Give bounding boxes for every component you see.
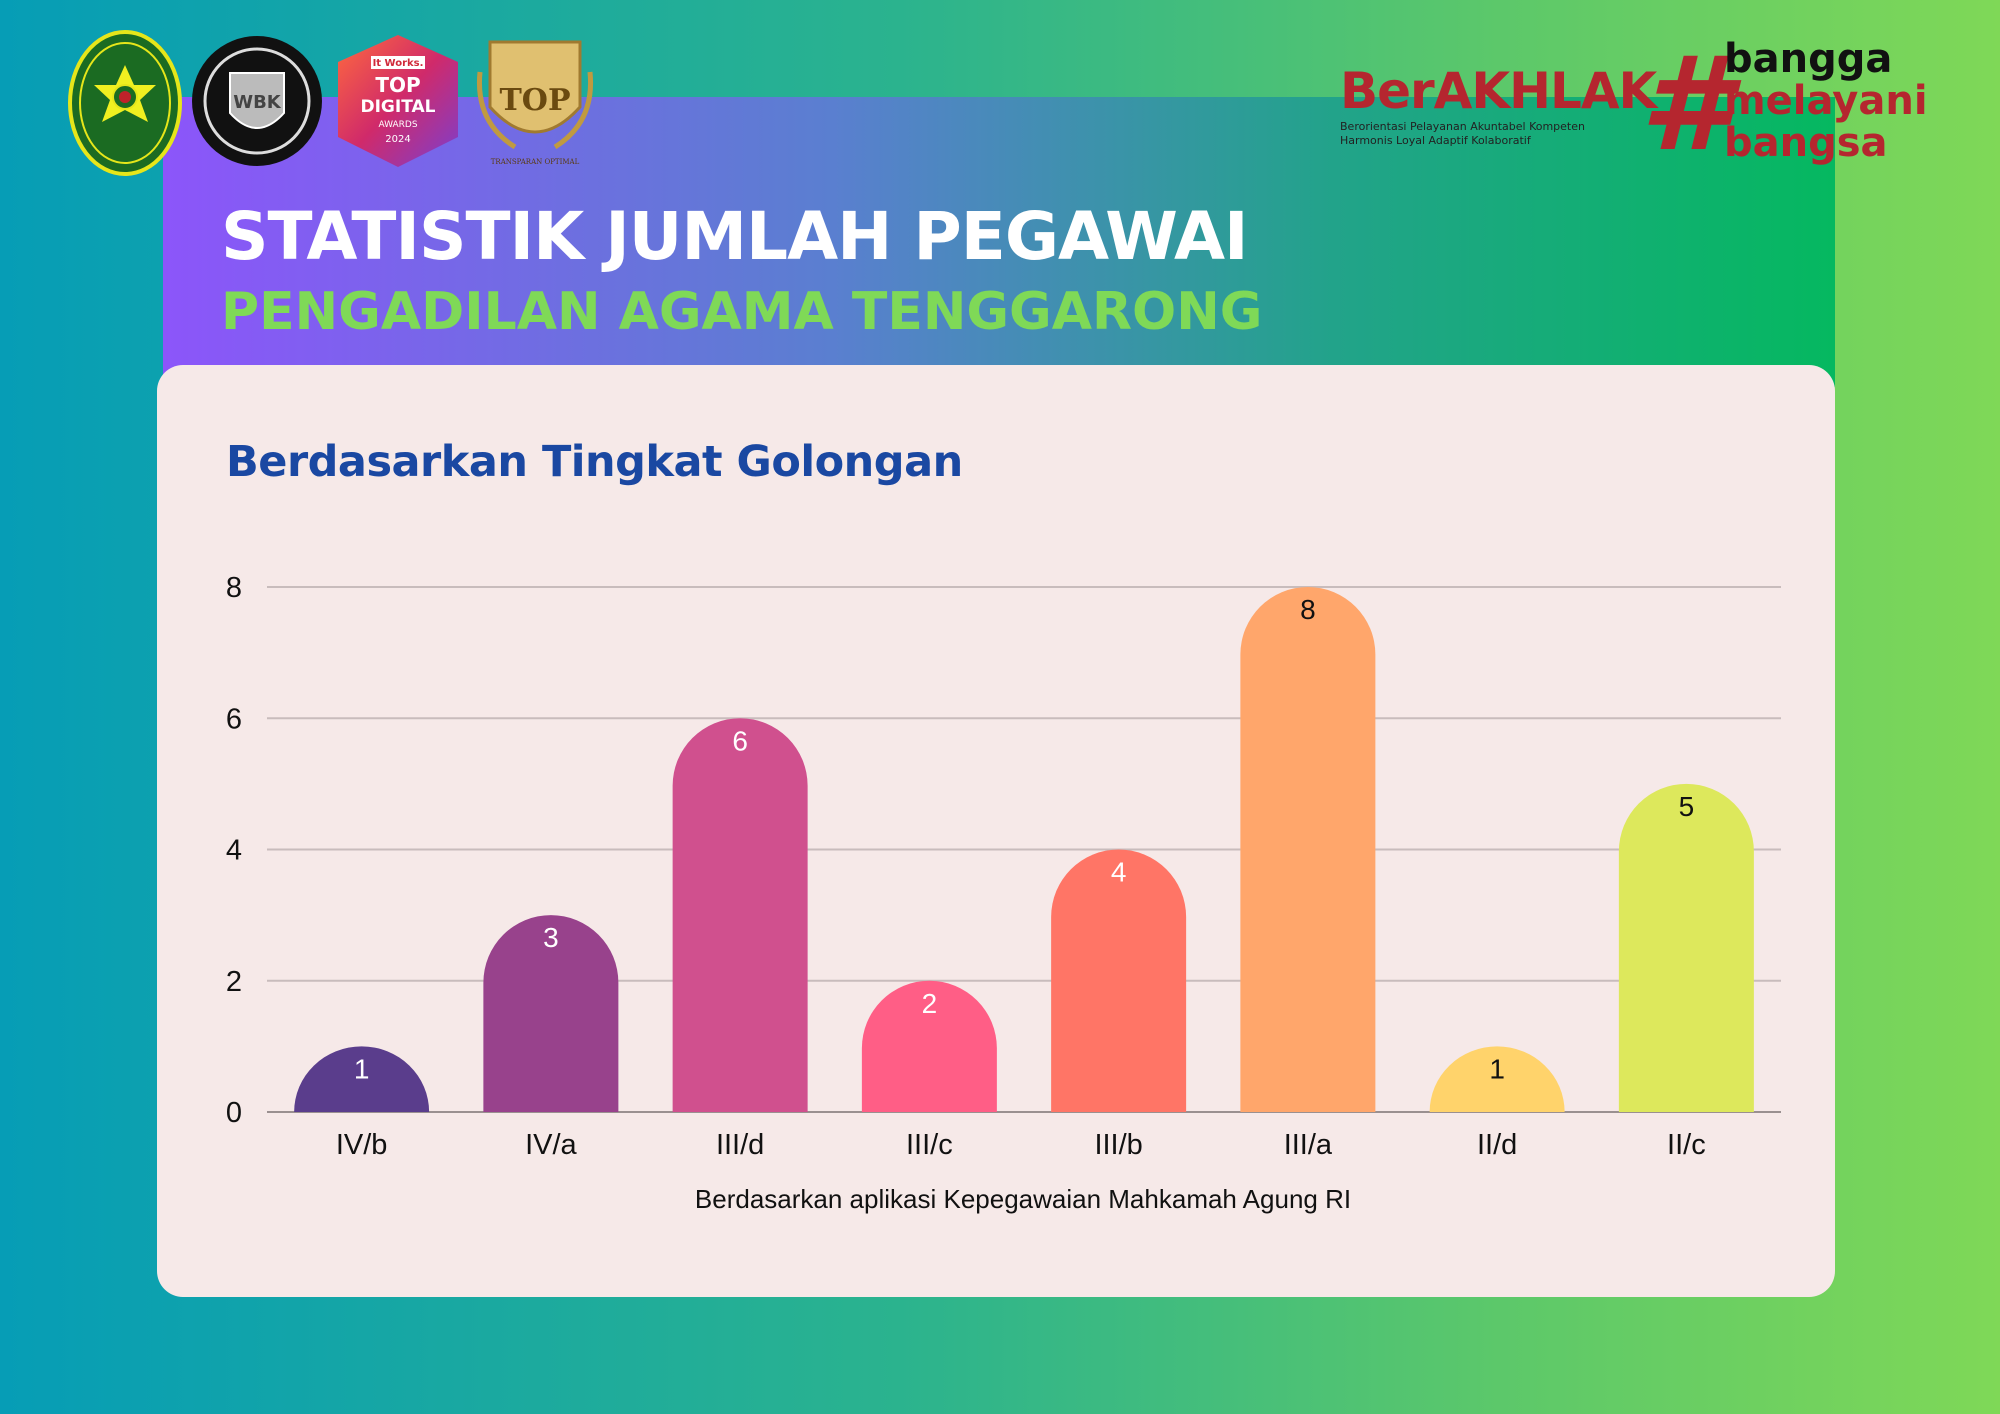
x-tick-label: IV/b [336,1129,388,1161]
header-banner [163,97,1835,387]
bar [1618,783,1754,1112]
data-label: 2 [922,988,938,1019]
wbk-zona-integritas-logo: WBK [192,36,322,166]
bar [294,1046,430,1112]
berakhlak-line2: Harmonis Loyal Adaptif Kolaboratif [1340,134,1531,147]
svg-text:DIGITAL: DIGITAL [361,97,436,117]
top-digital-awards-logo: It Works. TOP DIGITAL AWARDS 2024 [338,35,458,167]
chart-title: Berdasarkan Tingkat Golongan [226,437,963,487]
data-label: 5 [1679,791,1695,822]
bar [483,915,619,1112]
x-tick-label: II/c [1667,1129,1706,1161]
chart-card [157,365,1835,1297]
bar [672,718,808,1112]
y-tick-label: 6 [226,703,242,735]
y-tick-label: 0 [226,1097,242,1129]
svg-text:2024: 2024 [385,134,410,145]
top-transparan-logo: TOP TRANSPARAN OPTIMAL [476,40,594,166]
x-tick-label: III/b [1094,1129,1142,1161]
data-label: 6 [732,725,748,756]
data-label: 1 [1489,1053,1505,1084]
berakhlak-line1: Berorientasi Pelayanan Akuntabel Kompete… [1340,120,1585,133]
svg-text:WBK: WBK [233,92,282,113]
data-label: 1 [354,1053,370,1084]
y-tick-label: 4 [226,835,242,867]
page-title: STATISTIK JUMLAH PEGAWAI [221,198,1249,275]
x-tick-label: II/d [1477,1129,1517,1161]
bar [1240,586,1376,1112]
x-tick-label: IV/a [525,1129,577,1161]
data-label: 4 [1111,857,1127,888]
x-axis-label: Berdasarkan aplikasi Kepegawaian Mahkama… [695,1184,1351,1214]
x-tick-label: III/c [906,1129,953,1161]
svg-text:TOP: TOP [375,73,420,97]
x-tick-label: III/d [716,1129,764,1161]
svg-text:AWARDS: AWARDS [378,120,417,130]
y-tick-label: 2 [226,966,242,998]
svg-text:TOP: TOP [499,83,570,118]
x-tick-label: III/a [1284,1129,1333,1161]
svg-text:TRANSPARAN OPTIMAL: TRANSPARAN OPTIMAL [491,158,580,166]
data-label: 8 [1300,594,1316,625]
y-tick-label: 8 [226,572,242,604]
berakhlak-logo: BerAKHLAK Berorientasi Pelayanan Akuntab… [1340,62,1657,147]
data-label: 3 [543,922,559,953]
page-subtitle: PENGADILAN AGAMA TENGGARONG [221,282,1263,342]
bar [1429,1046,1565,1112]
bar [861,980,997,1112]
pengadilan-agama-seal-logo [68,30,182,176]
bar [1051,849,1187,1112]
svg-text:It Works.: It Works. [373,58,424,69]
